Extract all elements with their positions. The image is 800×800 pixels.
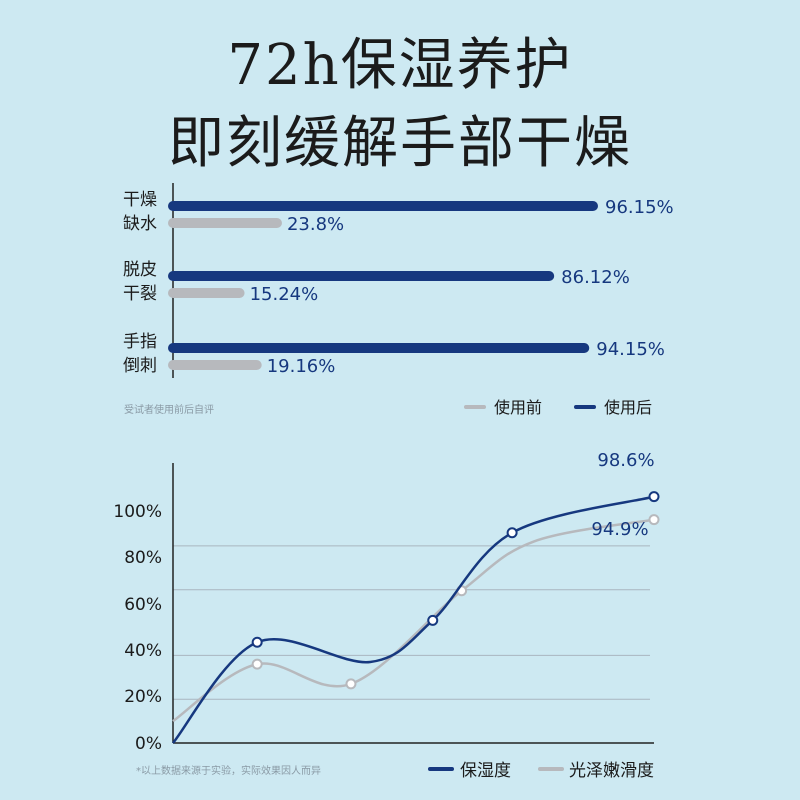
headline-line1: 72h保湿养护 (227, 33, 573, 98)
line-chart-ytick-label: 100% (113, 502, 162, 522)
line-point-marker (251, 636, 263, 648)
bar-after-value-label: 94.15% (596, 339, 665, 360)
line-end-label-gloss: 94.9% (591, 519, 648, 540)
line-chart-ytick-label: 60% (124, 595, 162, 615)
line-chart-ytick-label: 0% (135, 734, 162, 754)
bar-before-value-label: 19.16% (267, 356, 336, 377)
line-point-marker (251, 658, 263, 670)
line-series-gloss (172, 518, 655, 723)
legend-after-label: 使用后 (604, 398, 652, 417)
line-point-marker (648, 491, 660, 503)
line-footnote: *以上数据来源于实验，实际效果因人而异 (136, 764, 321, 777)
bar-category-label: 倒刺 (123, 356, 157, 376)
line-end-label-moisture: 98.6% (597, 450, 654, 471)
bar-before-value-label: 15.24% (250, 284, 319, 305)
bar-category-label: 手指 (123, 332, 157, 352)
bar-category-label: 干燥 (123, 190, 157, 210)
line-chart-ytick-label: 80% (124, 548, 162, 568)
line-chart-ytick-label: 20% (124, 687, 162, 707)
line-point-marker (427, 614, 439, 626)
bar-after-value-label: 96.15% (605, 197, 674, 218)
legend-moisture-label: 保湿度 (460, 761, 511, 781)
line-series-moisture (172, 495, 655, 744)
headline-line2: 即刻缓解手部干燥 (168, 111, 632, 176)
bar-footnote: 受试者使用前后自评 (124, 403, 214, 416)
bar-category-label: 干裂 (123, 284, 157, 304)
line-chart-ytick-label: 40% (124, 641, 162, 661)
legend-before-label: 使用前 (494, 398, 542, 417)
line-point-marker (648, 514, 660, 526)
bar-after-value-label: 86.12% (561, 267, 630, 288)
legend-gloss-label: 光泽嫩滑度 (569, 761, 654, 781)
bar-category-label: 缺水 (123, 214, 157, 234)
line-point-marker (345, 678, 357, 690)
line-point-marker (506, 527, 518, 539)
bar-category-label: 脱皮 (123, 260, 157, 280)
bar-before-value-label: 23.8% (287, 214, 344, 235)
